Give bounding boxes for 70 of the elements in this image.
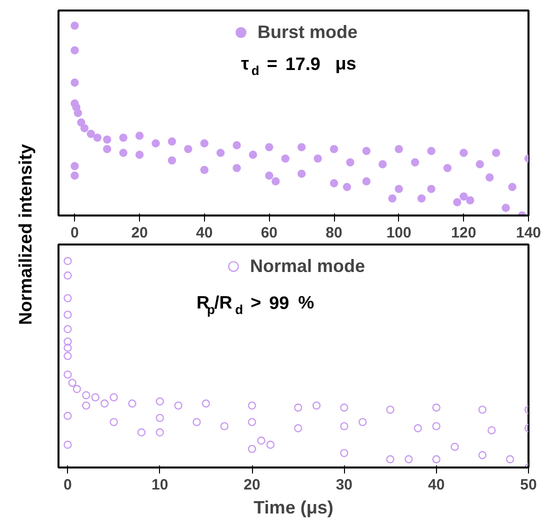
point <box>202 399 210 408</box>
x-tick-label: 20 <box>131 224 148 242</box>
x-axis-title: Time (μs) <box>254 498 334 518</box>
point <box>478 406 487 414</box>
x-tick-label: 40 <box>196 224 213 242</box>
point <box>478 451 487 460</box>
point <box>294 424 302 432</box>
x-tick-label: 40 <box>428 476 445 494</box>
point <box>414 424 422 432</box>
point <box>248 444 256 454</box>
x-tick-label: 140 <box>516 224 542 242</box>
point <box>91 393 100 402</box>
point <box>266 440 275 449</box>
point <box>156 397 164 406</box>
point <box>137 428 146 436</box>
point <box>64 344 72 352</box>
point <box>294 404 302 412</box>
point <box>64 325 72 334</box>
point <box>64 440 72 449</box>
point <box>312 401 321 410</box>
x-tick-label: 80 <box>326 224 342 242</box>
point <box>386 455 394 464</box>
point <box>64 337 72 346</box>
x-tick-label: 30 <box>336 476 353 494</box>
point <box>82 401 90 410</box>
point <box>386 406 394 414</box>
point <box>64 294 72 302</box>
point <box>72 384 82 394</box>
point <box>340 422 348 430</box>
point <box>432 422 440 430</box>
point <box>192 418 201 426</box>
point <box>450 442 459 451</box>
point <box>64 256 72 266</box>
point <box>64 310 72 319</box>
point <box>110 393 118 402</box>
point <box>358 418 367 426</box>
point <box>340 448 348 458</box>
point <box>64 412 72 420</box>
point <box>100 399 109 408</box>
point <box>340 404 348 412</box>
point <box>174 401 182 410</box>
x-tick-label: 120 <box>451 224 476 242</box>
point <box>506 455 514 464</box>
x-tick-label: 50 <box>520 476 537 494</box>
point <box>110 418 118 426</box>
point <box>432 404 440 412</box>
point <box>68 378 76 387</box>
x-tick-label: 10 <box>152 476 168 494</box>
point <box>156 414 164 422</box>
y-axis-title: Normailized intensity <box>16 144 36 326</box>
legend-label: Burst mode <box>257 22 358 42</box>
x-tick-label: 0 <box>64 476 72 494</box>
x-tick-label: 60 <box>260 224 278 242</box>
point <box>82 391 90 400</box>
point <box>64 352 72 360</box>
x-tick-label: 0 <box>70 224 79 242</box>
x-tick-label: 20 <box>244 476 260 494</box>
legend-label: Normal mode <box>250 256 366 276</box>
point <box>248 418 256 426</box>
point <box>64 271 72 280</box>
point <box>64 370 72 379</box>
point <box>257 436 266 445</box>
point <box>404 455 413 464</box>
x-tick-label: 100 <box>386 224 412 242</box>
point <box>432 455 440 464</box>
point <box>220 422 228 430</box>
point <box>156 428 164 436</box>
point <box>248 401 256 410</box>
point <box>128 399 136 408</box>
point <box>488 426 496 434</box>
